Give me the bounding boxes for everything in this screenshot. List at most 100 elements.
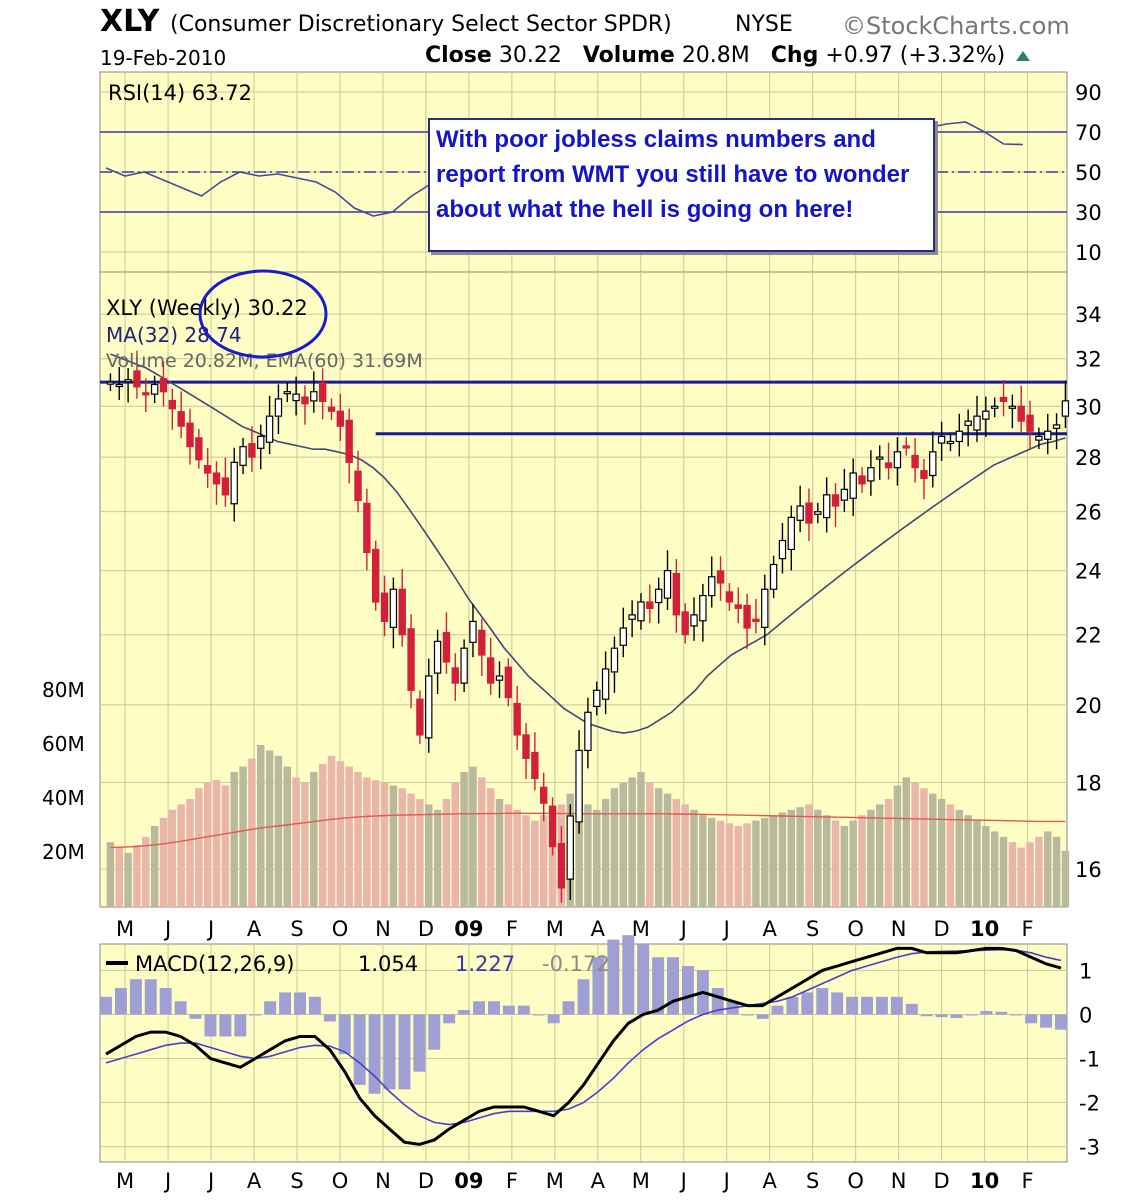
candle (540, 772, 548, 822)
volume-y-tick-label: 80M (42, 678, 85, 702)
macd-x-tick-label: 09 (454, 1169, 483, 1193)
brand-logo: ©StockCharts.com (842, 12, 1070, 40)
candle-body (495, 675, 504, 681)
volume-bar (106, 842, 115, 907)
volume-bar (911, 782, 919, 907)
volume-bar (814, 809, 822, 907)
volume-bar (1026, 842, 1034, 907)
candle-body (159, 378, 168, 393)
volume-bar (469, 766, 477, 907)
macd-histogram-bar (890, 996, 903, 1015)
volume-bar (946, 804, 955, 907)
macd-histogram-bar (338, 1014, 351, 1055)
macd-histogram-bar (517, 1005, 530, 1015)
chg-label: Chg (770, 43, 819, 68)
candle-body (1061, 400, 1070, 417)
candle-body (805, 502, 813, 524)
volume-bar (186, 799, 194, 907)
volume-bar (150, 826, 159, 907)
volume-bar (610, 788, 619, 907)
candle-body (425, 675, 433, 739)
candle-body (1017, 405, 1025, 422)
volume-bar (327, 755, 336, 907)
volume-bar (451, 782, 459, 907)
rsi-y-tick-label: 30 (1075, 201, 1102, 225)
price-x-tick-label: F (1022, 917, 1034, 941)
candle (796, 485, 804, 533)
macd-signal-legend-value: 1.227 (455, 952, 515, 976)
candle (911, 438, 919, 483)
candle-body (637, 601, 645, 622)
candle-body (920, 470, 928, 480)
macd-histogram-bar (458, 1010, 471, 1015)
price-x-tick-label: J (679, 917, 687, 941)
candle (186, 408, 194, 465)
volume-value: 20.8M (681, 43, 750, 68)
candle-body (1044, 430, 1052, 440)
candle-body (478, 629, 486, 656)
volume-bar (504, 804, 513, 907)
macd-histogram-bar (204, 1014, 217, 1037)
candle (416, 690, 424, 744)
candle (1052, 413, 1061, 450)
volume-bar (646, 782, 654, 907)
candle-body (380, 592, 389, 623)
volume-bar (389, 785, 398, 907)
candle (646, 584, 654, 624)
candle-body (327, 406, 336, 412)
price-x-tick-label: S (290, 917, 303, 941)
volume-bar (221, 785, 230, 907)
candle (902, 437, 910, 456)
candle-body (814, 511, 822, 515)
volume-bar (761, 817, 769, 907)
candle (672, 558, 681, 633)
quote-stats: Close 30.22 Volume 20.8M Chg +0.97 (+3.3… (425, 43, 1031, 68)
candle-body (1008, 405, 1017, 409)
candle (221, 457, 230, 507)
candle-body (265, 415, 274, 443)
volume-bar (584, 804, 592, 907)
volume-bar (495, 799, 504, 907)
candle (292, 376, 300, 416)
volume-bar (442, 799, 451, 907)
macd-x-tick-label: J (679, 1169, 687, 1193)
candle (929, 431, 937, 488)
macd-x-tick-label: A (247, 1169, 262, 1193)
candle (504, 658, 513, 707)
candle-body (522, 734, 530, 759)
volume-bar (876, 804, 884, 907)
macd-histogram-bar (323, 1014, 336, 1022)
candle-body (654, 588, 663, 604)
candle (150, 375, 159, 403)
macd-histogram-bar (264, 1001, 277, 1015)
candle-body (867, 467, 875, 482)
candle-body (212, 472, 221, 485)
volume-bar (663, 793, 672, 907)
macd-x-tick-label: F (506, 1169, 518, 1193)
macd-histogram-bar (100, 996, 112, 1015)
macd-histogram-bar (607, 939, 620, 1015)
candle (663, 550, 672, 611)
candle (584, 697, 592, 769)
candle (451, 653, 459, 702)
candle-body (150, 383, 159, 395)
candle-body (416, 698, 424, 736)
candle-body (133, 370, 141, 388)
volume-bar (690, 809, 698, 907)
candle-body (239, 446, 247, 466)
candle (725, 583, 734, 611)
candle (345, 408, 353, 484)
candle (265, 395, 274, 455)
volume-bar (115, 847, 123, 907)
candle-body (929, 451, 937, 477)
candle (106, 373, 115, 392)
candle-body (840, 488, 849, 501)
security-name: (Consumer Discretionary Select Sector SP… (170, 12, 672, 37)
macd-x-tick-label: J (163, 1169, 171, 1193)
volume-bar (884, 799, 893, 907)
candle-body (752, 618, 760, 623)
volume-bar (239, 766, 247, 907)
macd-histogram-bar (428, 1014, 441, 1050)
price-x-tick-label: N (891, 917, 907, 941)
